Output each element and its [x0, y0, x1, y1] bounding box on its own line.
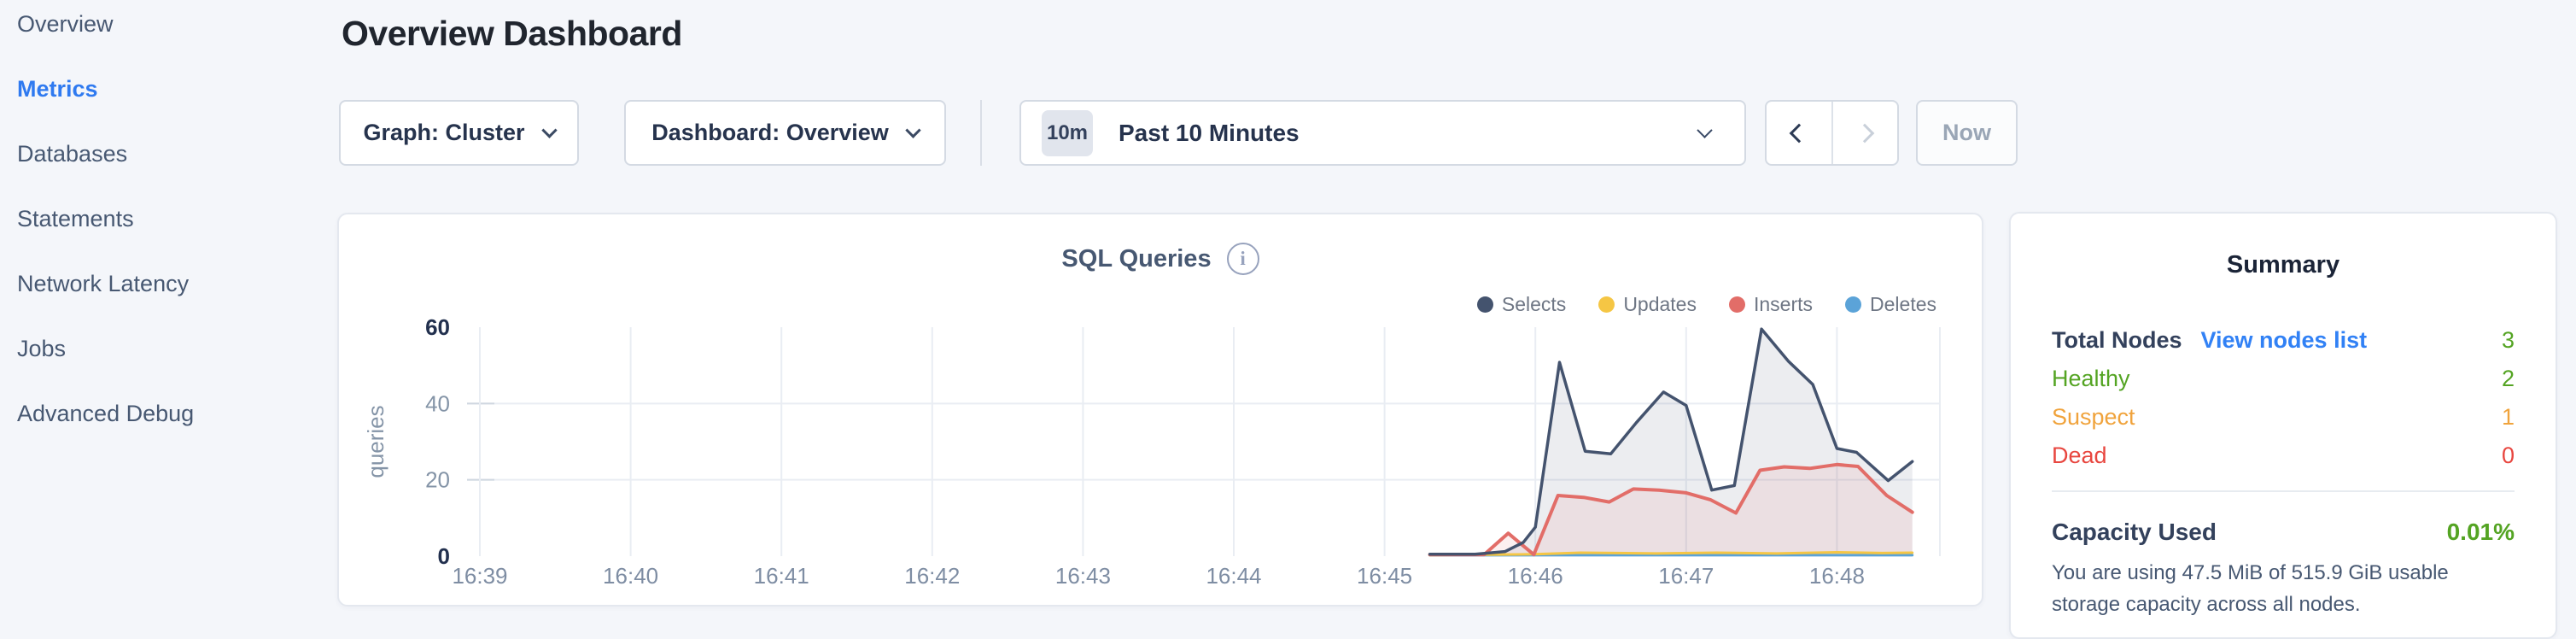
chevron-right-icon — [1855, 123, 1875, 143]
x-axis-tick: 16:40 — [603, 563, 658, 589]
summary-row-dead: Dead 0 — [2052, 437, 2515, 475]
sidebar-item-metrics[interactable]: Metrics — [17, 75, 98, 102]
sidebar-item-jobs[interactable]: Jobs — [17, 335, 67, 361]
now-button[interactable]: Now — [1916, 100, 2018, 166]
time-forward-button[interactable] — [1833, 102, 1898, 164]
x-axis-tick: 16:41 — [754, 563, 809, 589]
summary-row-total-nodes: Total Nodes View nodes list 3 — [2052, 321, 2515, 360]
row-value: 1 — [2501, 404, 2515, 430]
time-step-buttons — [1765, 100, 1899, 166]
x-axis-tick: 16:44 — [1206, 563, 1261, 589]
toolbar-divider — [980, 100, 982, 166]
chevron-down-icon — [1697, 122, 1713, 138]
graph-dropdown-label: Graph: Cluster — [363, 120, 525, 145]
divider — [2052, 490, 2515, 492]
chart-title: SQL Queries — [1061, 244, 1212, 273]
y-axis-tick: 0 — [438, 543, 450, 569]
row-value: 3 — [2501, 327, 2515, 353]
legend-item-deletes[interactable]: Deletes — [1845, 293, 1936, 316]
chevron-left-icon — [1789, 123, 1809, 143]
time-window-label: Past 10 Minutes — [1119, 119, 1300, 146]
graph-dropdown[interactable]: Graph: Cluster — [339, 100, 579, 166]
sidebar-nav: Overview Metrics Databases Statements Networ… — [0, 0, 337, 446]
sidebar-item-advanced-debug[interactable]: Advanced Debug — [17, 400, 195, 426]
sidebar: Overview Metrics Databases Statements Networ… — [0, 0, 337, 624]
legend-dot — [1845, 296, 1862, 313]
page-title: Overview Dashboard — [342, 14, 682, 53]
dashboard-dropdown[interactable]: Dashboard: Overview — [624, 100, 946, 166]
row-label: Suspect — [2052, 404, 2135, 430]
chevron-down-icon — [540, 122, 558, 138]
info-icon[interactable]: i — [1226, 243, 1259, 275]
chart-legend: Selects Updates Inserts Deletes — [1476, 293, 1936, 316]
summary-row-suspect: Suspect 1 — [2052, 398, 2515, 437]
chevron-down-icon — [905, 122, 921, 138]
sql-queries-plot[interactable]: 0 20 40 60 16:39 16:40 16:41 16:42 16:43 16:44 16:… — [339, 214, 1985, 608]
summary-title: Summary — [2226, 251, 2340, 278]
series-line-updates — [1428, 551, 1914, 557]
summary-panel: Summary Total Nodes View nodes list 3 Healt… — [2009, 212, 2557, 639]
legend-label: Updates — [1623, 293, 1697, 315]
legend-item-selects[interactable]: Selects — [1476, 293, 1567, 316]
series-line-selects — [1428, 327, 1914, 556]
series-area-inserts — [1429, 464, 1913, 556]
capacity-description: You are using 47.5 MiB of 515.9 GiB usab… — [2052, 561, 2449, 616]
x-axis-tick: 16:47 — [1658, 563, 1714, 589]
x-axis-tick: 16:42 — [904, 563, 960, 589]
row-value: 2 — [2501, 366, 2515, 391]
y-axis-tick: 20 — [425, 467, 450, 493]
y-axis-tick: 40 — [425, 390, 450, 416]
x-axis-tick: 16:46 — [1508, 563, 1563, 589]
time-window-selector[interactable]: 10m Past 10 Minutes — [1019, 100, 1746, 166]
sql-queries-card: SQL Queries i Selects Updates Inserts Delet… — [337, 213, 1983, 607]
legend-label: Selects — [1501, 293, 1567, 315]
x-axis-tick: 16:45 — [1357, 563, 1412, 589]
row-label: Healthy — [2052, 366, 2130, 391]
divider — [1831, 102, 1833, 164]
legend-label: Deletes — [1870, 293, 1936, 315]
y-axis-tick: 60 — [425, 314, 450, 340]
legend-dot — [1476, 296, 1493, 313]
sidebar-item-overview[interactable]: Overview — [17, 10, 114, 37]
legend-item-updates[interactable]: Updates — [1598, 293, 1697, 316]
row-value: 0 — [2501, 443, 2515, 468]
time-back-button[interactable] — [1767, 102, 1831, 164]
legend-label: Inserts — [1753, 293, 1814, 315]
legend-dot — [1728, 296, 1745, 313]
legend-dot — [1598, 296, 1615, 313]
summary-node-rows: Total Nodes View nodes list 3 Healthy 2 Suspe… — [2052, 321, 2515, 475]
row-label: Dead — [2052, 443, 2107, 468]
legend-item-inserts[interactable]: Inserts — [1728, 293, 1814, 316]
capacity-used-value: 0.01% — [2446, 518, 2515, 545]
view-nodes-list-link[interactable]: View nodes list — [2200, 327, 2368, 353]
x-axis-tick: 16:48 — [1809, 563, 1865, 589]
time-window-badge: 10m — [1042, 109, 1093, 156]
sidebar-item-statements[interactable]: Statements — [17, 205, 134, 232]
row-label: Total Nodes — [2052, 327, 2182, 353]
y-axis-label: queries — [363, 405, 388, 478]
sidebar-item-network-latency[interactable]: Network Latency — [17, 270, 190, 296]
series-line-inserts — [1428, 462, 1914, 557]
capacity-used-label: Capacity Used — [2052, 518, 2217, 545]
dashboard-dropdown-label: Dashboard: Overview — [651, 120, 889, 145]
x-axis-tick: 16:43 — [1055, 563, 1111, 589]
summary-row-healthy: Healthy 2 — [2052, 360, 2515, 398]
series-area-selects — [1429, 329, 1913, 556]
sidebar-item-databases[interactable]: Databases — [17, 140, 128, 167]
x-axis-tick: 16:39 — [452, 563, 507, 589]
